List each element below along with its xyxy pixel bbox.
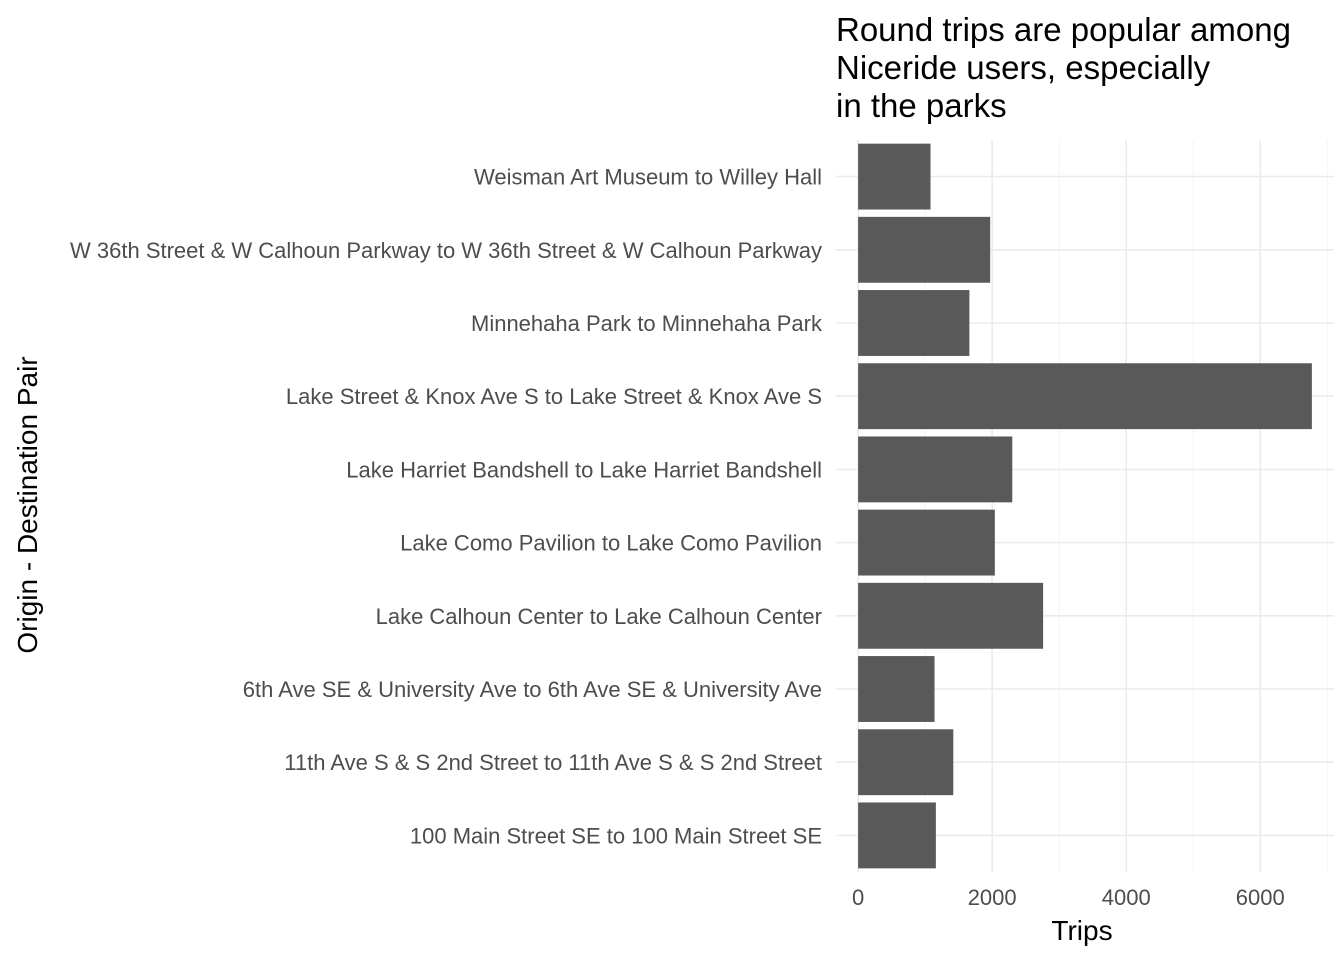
y-tick-labels: Weisman Art Museum to Willey Hall W 36th … — [70, 165, 823, 849]
y-tick-label: Minnehaha Park to Minnehaha Park — [471, 311, 823, 336]
bar — [858, 729, 954, 796]
bars — [858, 143, 1312, 869]
bar — [858, 143, 931, 210]
x-tick-label: 2000 — [968, 885, 1017, 910]
chart-title-line-2: Niceride users, especially — [836, 49, 1211, 86]
y-tick-label: W 36th Street & W Calhoun Parkway to W 3… — [70, 238, 822, 263]
x-tick-label: 4000 — [1102, 885, 1151, 910]
x-axis-title: Trips — [1051, 915, 1112, 946]
x-tick-label: 0 — [852, 885, 864, 910]
bar — [858, 216, 991, 283]
bar — [858, 656, 935, 722]
y-tick-label: 100 Main Street SE to 100 Main Street SE — [410, 823, 822, 848]
chart-title: Round trips are popular among Niceride u… — [836, 11, 1291, 124]
bar — [858, 436, 1013, 503]
bar — [858, 802, 936, 869]
y-axis-title: Origin - Destination Pair — [12, 356, 43, 653]
x-tick-label: 6000 — [1236, 885, 1285, 910]
y-tick-label: 6th Ave SE & University Ave to 6th Ave S… — [243, 677, 822, 702]
chart-title-line-3: in the parks — [836, 87, 1007, 124]
x-tick-labels: 0 2000 4000 6000 — [852, 885, 1285, 910]
gridlines — [836, 140, 1334, 872]
chart-title-line-1: Round trips are popular among — [836, 11, 1291, 48]
bar — [858, 290, 970, 356]
y-tick-label: Lake Como Pavilion to Lake Como Pavilion — [400, 531, 822, 556]
bar — [858, 363, 1312, 430]
y-tick-label: Lake Calhoun Center to Lake Calhoun Cent… — [376, 604, 822, 629]
bar — [858, 582, 1044, 649]
y-tick-label: Lake Harriet Bandshell to Lake Harriet B… — [346, 457, 822, 482]
y-tick-label: Weisman Art Museum to Willey Hall — [474, 165, 822, 190]
y-tick-label: 11th Ave S & S 2nd Street to 11th Ave S … — [284, 750, 822, 775]
bar — [858, 509, 995, 576]
y-tick-label: Lake Street & Knox Ave S to Lake Street … — [286, 384, 822, 409]
